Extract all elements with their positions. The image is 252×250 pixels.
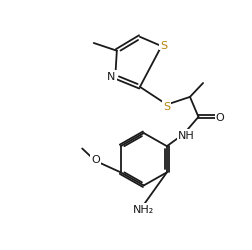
Text: O: O [216, 112, 224, 122]
Text: NH₂: NH₂ [133, 204, 154, 214]
Text: S: S [163, 102, 170, 112]
Text: N: N [107, 72, 116, 82]
Text: S: S [160, 40, 167, 50]
Text: NH: NH [178, 130, 195, 140]
Text: O: O [91, 155, 100, 164]
